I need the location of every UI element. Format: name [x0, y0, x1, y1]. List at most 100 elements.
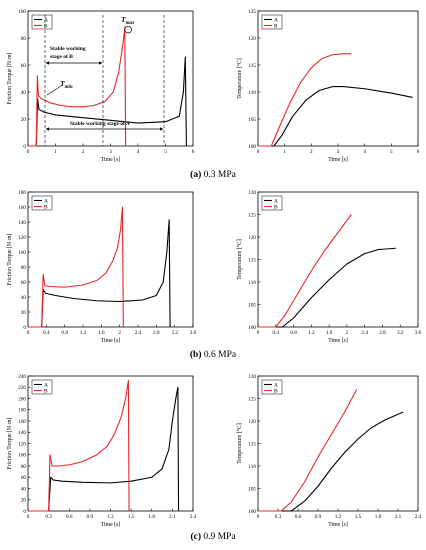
legend-box — [31, 14, 53, 30]
series-line-B — [28, 379, 130, 512]
x-tick-label: 2.1 — [395, 514, 402, 520]
y-tick-label: 115 — [248, 257, 256, 263]
x-tick-label: 1.8 — [149, 514, 156, 520]
x-tick-label: 3.2 — [171, 330, 178, 336]
legend-label-A: A — [44, 17, 48, 23]
caption-b: (b) 0.6 MPa — [190, 349, 237, 360]
x-tick-label: 2 — [310, 149, 313, 155]
series-line-A — [28, 386, 180, 512]
legend-label-A: A — [44, 382, 48, 388]
stable-a-label: Stable working stage of A — [70, 121, 130, 127]
legend-box — [31, 379, 53, 395]
legend-label-B: B — [44, 388, 48, 394]
y-tick-label: 115 — [248, 63, 256, 69]
x-tick-label: 2.8 — [379, 330, 386, 336]
x-tick-label: 6 — [417, 149, 420, 155]
series-line-B — [258, 53, 352, 147]
y-tick-label: 125 — [248, 212, 256, 218]
y-tick-label: 0 — [23, 509, 26, 515]
y-tick-label: 105 — [248, 302, 256, 308]
chart-c-torque: 0 0.3 0.6 0.9 1.2 1.5 1.8 2.1 2.4 0 20 40 60 80 100 120… — [7, 374, 197, 528]
chart-b-temperature: 0 0.4 0.8 1.2 1.6 2 2.4 2.8 3.2 3.6 100 105 110 115 12… — [236, 190, 422, 344]
y-tick-label: 100 — [18, 250, 26, 256]
y-tick-label: 100 — [18, 9, 26, 15]
y-tick-label: 100 — [248, 325, 256, 331]
x-tick-label: 2.1 — [169, 514, 176, 520]
y-tick-label: 20 — [21, 310, 27, 316]
y-tick-label: 125 — [248, 396, 256, 402]
y-tick-label: 40 — [21, 295, 27, 301]
caption-c: (c) 0.9 MPa — [190, 531, 236, 542]
legend: AB — [31, 14, 53, 30]
x-tick-label: 0 — [27, 514, 30, 520]
x-axis-label: Time [s] — [101, 338, 121, 344]
y-tick-label: 100 — [248, 144, 256, 150]
series-line-B — [258, 389, 358, 512]
x-tick-label: 1.6 — [98, 330, 105, 336]
x-tick-label: 1.5 — [355, 514, 362, 520]
x-tick-label: 1.2 — [335, 514, 342, 520]
chart-a-temperature: 0 1 2 3 4 5 6 100 105 110 115 120 125 Time [s] Tempera… — [236, 9, 420, 163]
series-line-B — [28, 26, 127, 147]
x-tick-label: 3.2 — [397, 330, 404, 336]
y-tick-label: 80 — [21, 464, 27, 470]
legend-box — [261, 14, 283, 30]
x-tick-label: 1 — [54, 149, 57, 155]
y-tick-label: 105 — [248, 117, 256, 123]
y-tick-label: 140 — [18, 430, 26, 436]
legend: AB — [261, 379, 283, 395]
x-axis-label: Time [s] — [101, 157, 121, 163]
y-tick-label: 20 — [21, 498, 27, 504]
y-tick-label: 160 — [18, 419, 26, 425]
y-tick-label: 140 — [18, 220, 26, 226]
y-tick-label: 110 — [248, 280, 256, 286]
y-tick-label: 130 — [248, 190, 256, 196]
x-axis-label: Time [s] — [328, 157, 348, 163]
x-tick-label: 2 — [346, 330, 349, 336]
y-tick-label: 220 — [18, 385, 26, 391]
y-tick-label: 125 — [248, 9, 256, 15]
x-tick-label: 0 — [257, 330, 260, 336]
y-tick-label: 240 — [18, 374, 26, 380]
x-tick-label: 0.9 — [315, 514, 322, 520]
y-axis-label: Friction Torque [N·m] — [7, 233, 13, 285]
y-tick-label: 120 — [18, 235, 26, 241]
tmax-marker — [124, 25, 132, 34]
x-tick-label: 3 — [337, 149, 340, 155]
x-axis-label: Time [s] — [328, 522, 348, 528]
y-tick-label: 40 — [21, 90, 27, 96]
y-tick-label: 180 — [18, 190, 26, 196]
y-axis-label: Temperature [°C] — [236, 239, 243, 280]
x-tick-label: 2.4 — [190, 514, 197, 520]
x-tick-label: 1.6 — [326, 330, 333, 336]
x-tick-label: 1.2 — [308, 330, 315, 336]
x-tick-label: 2.4 — [361, 330, 368, 336]
y-tick-label: 120 — [18, 441, 26, 447]
x-tick-label: 3.6 — [415, 330, 422, 336]
y-tick-label: 105 — [248, 486, 256, 492]
legend-box — [31, 195, 53, 211]
legend-label-B: B — [44, 23, 48, 29]
y-tick-label: 120 — [248, 419, 256, 425]
y-tick-label: 100 — [248, 509, 256, 515]
y-tick-label: 120 — [248, 36, 256, 42]
x-tick-label: 4 — [137, 149, 140, 155]
y-tick-label: 0 — [23, 144, 26, 150]
y-tick-label: 60 — [21, 63, 27, 69]
x-tick-label: 0.8 — [290, 330, 297, 336]
x-tick-label: 0 — [27, 149, 30, 155]
y-tick-label: 115 — [248, 441, 256, 447]
y-tick-label: 0 — [23, 325, 26, 331]
series-line-A — [258, 86, 413, 147]
plot-frame — [27, 191, 194, 328]
tmax-label: Tmax — [121, 15, 135, 26]
series-line-A — [258, 247, 396, 328]
x-tick-label: 1.2 — [107, 514, 114, 520]
legend-label-A: A — [274, 198, 278, 204]
legend-box — [261, 379, 283, 395]
x-tick-label: 0.6 — [295, 514, 302, 520]
y-tick-label: 40 — [21, 486, 27, 492]
legend: AB — [31, 379, 53, 395]
